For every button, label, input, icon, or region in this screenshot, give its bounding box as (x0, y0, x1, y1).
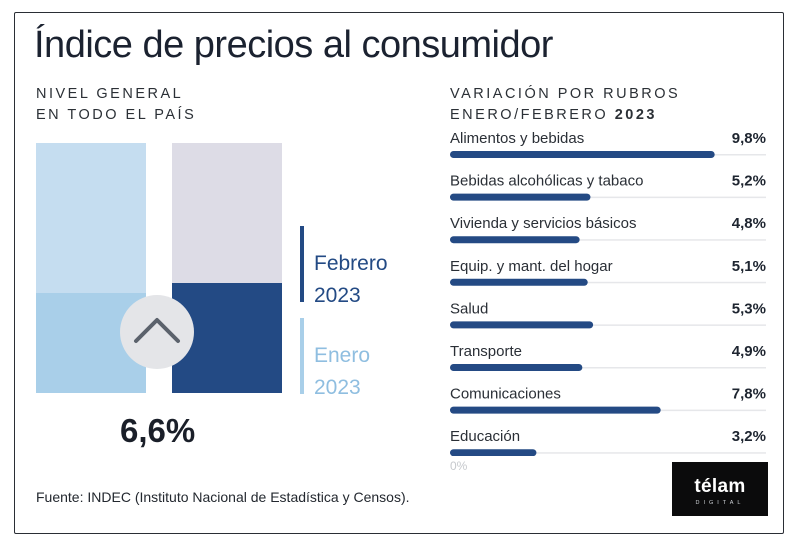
left-subtitle: NIVEL GENERAL EN TODO EL PAÍS (36, 84, 196, 126)
bar-track (450, 196, 766, 199)
general-level-chart (36, 143, 282, 393)
chevron-up-icon (120, 295, 194, 369)
source-note: Fuente: INDEC (Instituto Nacional de Est… (36, 489, 410, 505)
bar-track (450, 281, 766, 284)
logo-subtitle: DIGITAL (695, 500, 745, 506)
legend-swatch-enero (300, 318, 304, 394)
category-label: Vivienda y servicios básicos (450, 215, 636, 232)
rubros-chart: Alimentos y bebidas 9,8% Bebidas alcohólic… (450, 130, 766, 456)
legend-year: 2023 (314, 376, 361, 399)
left-subtitle-line: NIVEL GENERAL (36, 86, 184, 102)
value-label: 5,3% (732, 300, 766, 317)
right-subtitle-prefix: ENERO/FEBRERO (450, 107, 615, 123)
legend-febrero: Febrero 2023 (314, 248, 388, 312)
value-label: 7,8% (732, 386, 766, 403)
category-label: Equip. y mant. del hogar (450, 258, 613, 275)
bar-track (450, 452, 766, 454)
x-axis-zero-label: 0% (450, 459, 468, 473)
chevron-circle (120, 295, 194, 369)
legend-month: Enero (314, 344, 371, 367)
legend-swatch-febrero (300, 226, 304, 302)
left-subtitle-line: EN TODO EL PAÍS (36, 107, 197, 123)
general-level-value: 6,6% (120, 412, 196, 449)
bar (450, 364, 583, 371)
legend-month: Febrero (314, 252, 388, 275)
category-label: Comunicaciones (450, 386, 561, 403)
legend-year: 2023 (314, 284, 361, 307)
bar (450, 449, 537, 456)
bar (450, 193, 591, 201)
right-subtitle: VARIACIÓN POR RUBROS ENERO/FEBRERO 2023 (450, 84, 680, 126)
legend-enero: Enero 2023 (314, 340, 370, 404)
right-subtitle-line: VARIACIÓN POR RUBROS (450, 86, 681, 102)
category-label: Transporte (450, 343, 522, 360)
value-label: 5,2% (732, 173, 766, 190)
value-label: 3,2% (732, 428, 766, 445)
category-label: Alimentos y bebidas (450, 130, 584, 147)
bar (450, 321, 594, 329)
chevron-stroke (134, 318, 180, 343)
bar-track (450, 239, 766, 241)
logo-wordmark: télam (694, 476, 746, 497)
category-label: Educación (450, 428, 520, 445)
telam-logo: télam DIGITAL (672, 462, 768, 516)
bar-track (450, 367, 766, 369)
bar-track (450, 324, 766, 326)
bar (450, 151, 715, 158)
value-label: 4,8% (732, 215, 766, 232)
value-label: 4,9% (732, 343, 766, 360)
value-label: 9,8% (732, 130, 766, 147)
right-subtitle-year: 2023 (614, 107, 657, 123)
bar (450, 406, 661, 414)
bar (450, 278, 588, 286)
bar (450, 236, 580, 244)
category-label: Bebidas alcohólicas y tabaco (450, 173, 643, 190)
right-subtitle-line: ENERO/FEBRERO 2023 (450, 105, 680, 126)
category-label: Salud (450, 300, 488, 317)
page-title: Índice de precios al consumidor (34, 24, 553, 66)
value-label: 5,1% (732, 258, 766, 275)
infographic-frame (14, 12, 784, 534)
